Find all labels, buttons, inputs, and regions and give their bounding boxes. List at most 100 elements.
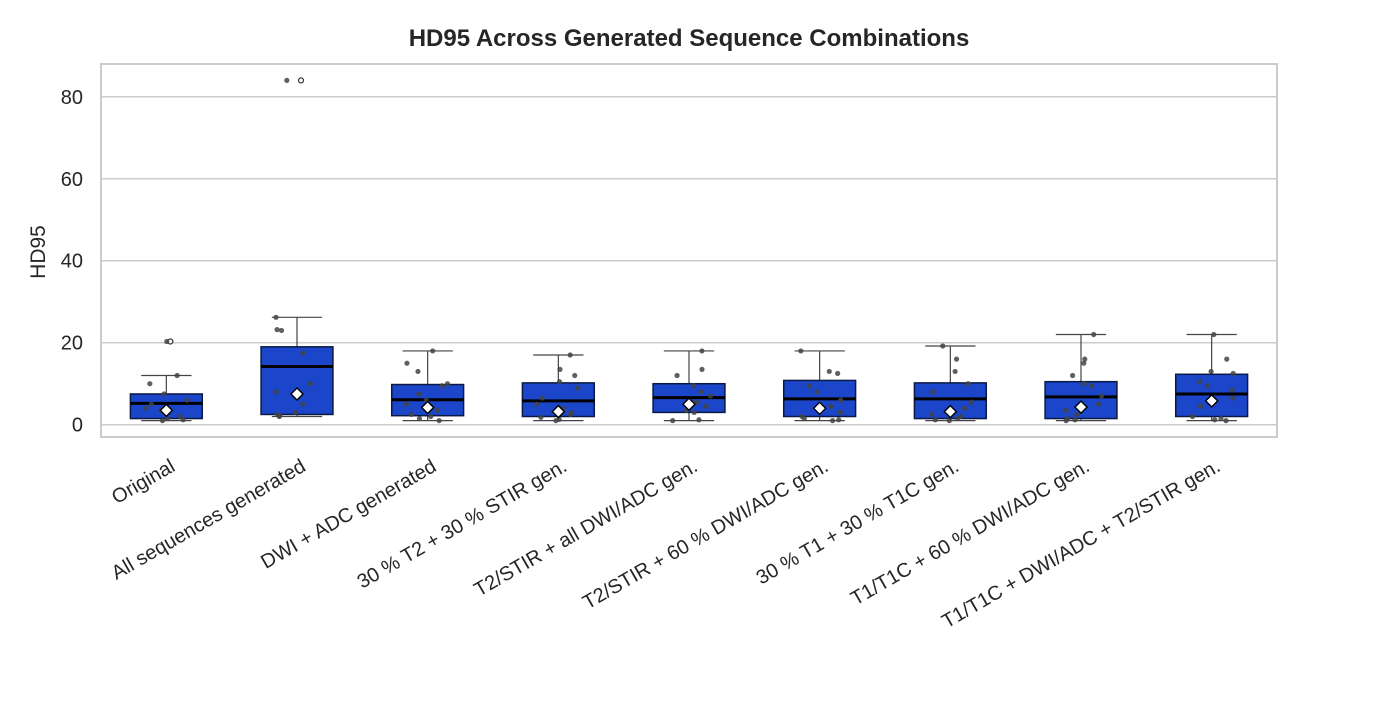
data-point (569, 409, 575, 416)
data-point (674, 372, 680, 379)
data-point (1208, 368, 1214, 375)
data-point (147, 381, 153, 387)
data-point (556, 379, 563, 385)
data-point (952, 368, 958, 375)
data-point (670, 418, 676, 424)
plot-frame (100, 63, 1278, 438)
outlier-marker (297, 77, 305, 84)
data-point (1218, 415, 1224, 422)
data-point (696, 417, 702, 423)
data-point (428, 413, 434, 420)
x-tick-label: Original (108, 455, 179, 509)
data-point (404, 360, 410, 366)
data-point (1089, 383, 1095, 389)
data-point (1065, 415, 1071, 422)
data-point (148, 401, 155, 407)
data-point (1224, 356, 1230, 362)
mean-marker (682, 397, 696, 412)
data-point (557, 366, 563, 372)
data-point (1074, 411, 1080, 418)
data-point (293, 409, 299, 416)
data-point (534, 401, 540, 407)
data-point (572, 372, 578, 379)
data-point (307, 381, 314, 387)
data-point (1069, 372, 1076, 379)
data-point (143, 405, 149, 411)
data-point (690, 383, 697, 389)
data-point (1205, 383, 1211, 389)
data-point (837, 409, 844, 416)
data-point (430, 348, 436, 354)
data-point (164, 415, 170, 422)
data-point (1081, 360, 1087, 366)
data-point (930, 389, 936, 395)
data-point (159, 418, 166, 424)
data-point (798, 348, 804, 354)
data-point (575, 385, 581, 391)
data-point (828, 403, 834, 409)
data-point (1197, 403, 1204, 409)
y-axis-label: HD95 (27, 225, 50, 279)
data-point (962, 405, 968, 411)
data-point (829, 418, 836, 424)
y-tick-label: 40 (61, 251, 83, 273)
data-point (300, 401, 306, 407)
x-tick-label: T2/STIR + 60 % DWI/ADC gen. (579, 455, 832, 614)
data-point (698, 389, 704, 395)
data-point (1091, 331, 1097, 338)
data-point (694, 399, 700, 405)
data-point (403, 401, 410, 407)
mean-marker (1074, 400, 1088, 415)
data-point (932, 417, 938, 423)
data-point (284, 77, 290, 83)
data-point (699, 348, 705, 354)
data-point (806, 383, 812, 389)
data-point (703, 403, 709, 409)
y-tick-label: 20 (61, 333, 83, 355)
data-point (1189, 413, 1196, 420)
iqr-box (260, 346, 334, 416)
data-point (958, 413, 964, 420)
mean-marker (812, 401, 827, 416)
mean-marker (420, 400, 435, 415)
y-tick-label: 60 (61, 169, 83, 191)
boxes-layer (129, 77, 1249, 422)
data-point (1229, 395, 1236, 401)
data-point (836, 417, 842, 423)
y-tick-label: 80 (61, 87, 83, 109)
mean-marker (159, 403, 174, 418)
data-point (1082, 356, 1088, 362)
mean-marker (1204, 393, 1219, 408)
x-tick-label: T1/T1C + DWI/ADC + T2/STIR gen. (938, 455, 1224, 633)
points-layer (143, 77, 1236, 424)
x-tick-label: 30 % T2 + 30 % STIR gen. (354, 455, 571, 593)
data-point (699, 366, 705, 372)
box-group (260, 77, 334, 418)
data-point (1197, 379, 1203, 385)
mean-marker (943, 404, 958, 419)
data-point (273, 314, 279, 320)
data-point (946, 418, 952, 424)
data-point (408, 411, 415, 418)
data-point (838, 397, 844, 403)
data-point (953, 356, 960, 362)
data-point (538, 414, 544, 420)
data-point (1072, 417, 1078, 423)
data-point (799, 413, 805, 420)
data-point (1099, 393, 1105, 399)
x-tick-label: T2/STIR + all DWI/ADC gen. (471, 455, 702, 601)
data-point (1081, 381, 1087, 387)
data-point (691, 409, 697, 416)
data-point (1230, 370, 1236, 377)
chart-title: HD95 Across Generated Sequence Combinati… (409, 25, 970, 52)
data-point (278, 327, 285, 334)
data-point (940, 343, 946, 349)
data-point (1096, 401, 1102, 407)
data-point (968, 399, 974, 405)
data-point (1063, 407, 1069, 413)
mean-marker (551, 404, 566, 419)
data-point (965, 381, 971, 387)
data-point (1212, 417, 1218, 423)
